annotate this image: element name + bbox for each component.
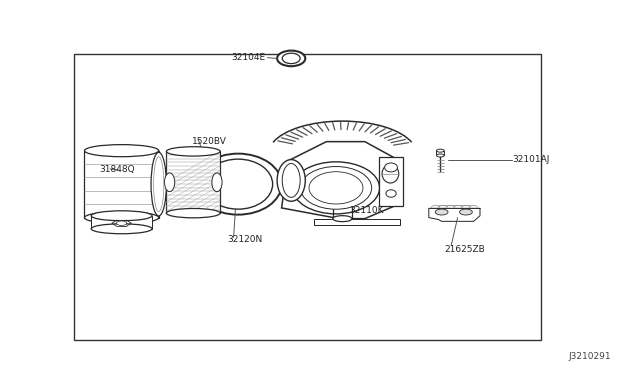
Polygon shape bbox=[314, 219, 400, 225]
Polygon shape bbox=[91, 216, 152, 229]
Text: 32110K: 32110K bbox=[349, 206, 383, 215]
Polygon shape bbox=[379, 157, 403, 206]
Ellipse shape bbox=[164, 173, 175, 192]
Ellipse shape bbox=[436, 154, 444, 157]
Ellipse shape bbox=[195, 154, 282, 215]
Text: 32104E: 32104E bbox=[232, 53, 266, 62]
Ellipse shape bbox=[204, 159, 273, 209]
Ellipse shape bbox=[212, 173, 222, 192]
Text: 31848Q: 31848Q bbox=[99, 165, 135, 174]
Ellipse shape bbox=[277, 160, 305, 201]
Ellipse shape bbox=[292, 162, 380, 214]
Ellipse shape bbox=[91, 224, 152, 234]
Text: J3210291: J3210291 bbox=[568, 352, 611, 361]
Ellipse shape bbox=[300, 167, 372, 209]
Ellipse shape bbox=[151, 153, 166, 216]
Ellipse shape bbox=[435, 209, 448, 215]
Ellipse shape bbox=[436, 149, 444, 152]
Ellipse shape bbox=[84, 145, 159, 157]
Text: 32120N: 32120N bbox=[227, 235, 262, 244]
Ellipse shape bbox=[282, 53, 300, 64]
Ellipse shape bbox=[382, 164, 399, 183]
Ellipse shape bbox=[386, 190, 396, 197]
Text: 21625ZB: 21625ZB bbox=[445, 245, 486, 254]
Ellipse shape bbox=[309, 172, 363, 204]
Polygon shape bbox=[282, 142, 400, 219]
Ellipse shape bbox=[460, 209, 472, 215]
Ellipse shape bbox=[116, 221, 127, 225]
Ellipse shape bbox=[385, 163, 397, 172]
Polygon shape bbox=[84, 151, 159, 218]
Ellipse shape bbox=[277, 51, 305, 66]
Bar bbox=[74, 54, 541, 340]
Text: 1520BV: 1520BV bbox=[192, 137, 227, 146]
Text: 32101AJ: 32101AJ bbox=[512, 155, 549, 164]
Ellipse shape bbox=[166, 147, 220, 156]
Ellipse shape bbox=[154, 157, 164, 212]
Polygon shape bbox=[166, 151, 220, 213]
Ellipse shape bbox=[84, 212, 159, 224]
Ellipse shape bbox=[166, 208, 220, 218]
Polygon shape bbox=[436, 151, 444, 155]
Polygon shape bbox=[429, 208, 480, 221]
Ellipse shape bbox=[282, 163, 300, 197]
Ellipse shape bbox=[91, 211, 152, 221]
Ellipse shape bbox=[333, 216, 352, 222]
